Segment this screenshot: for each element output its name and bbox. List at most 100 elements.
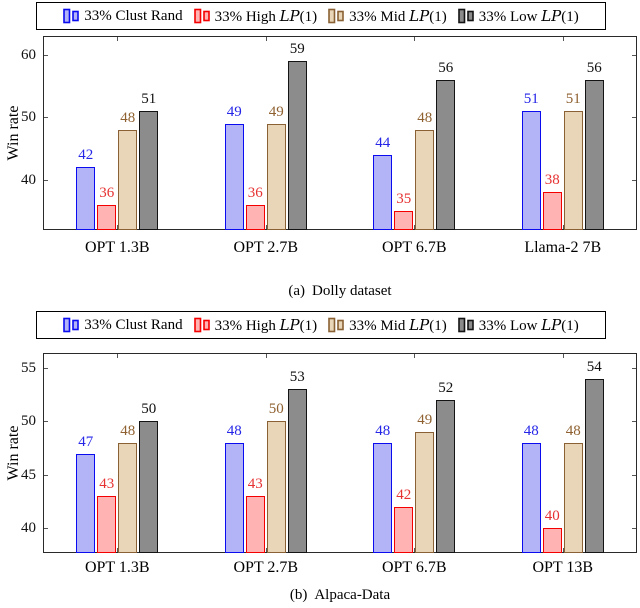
bar-value-label: 59 bbox=[289, 41, 305, 58]
bar-value-label: 43 bbox=[247, 476, 263, 493]
bar-value-label: 56 bbox=[438, 59, 454, 76]
bar bbox=[76, 453, 96, 553]
bar bbox=[584, 79, 604, 230]
bar bbox=[584, 378, 604, 553]
double-bar-swatch-icon bbox=[328, 317, 344, 333]
y-axis-tick bbox=[44, 54, 48, 56]
bar bbox=[97, 204, 117, 230]
legend-item: 33% Mid LP(1) bbox=[328, 7, 447, 26]
caption-index: (b) bbox=[289, 587, 308, 603]
y-axis-tick bbox=[44, 474, 48, 476]
y-axis-tick bbox=[632, 528, 636, 530]
bar-value-label: 40 bbox=[544, 508, 560, 525]
bar-value-label: 42 bbox=[396, 487, 412, 503]
bar-value-label: 49 bbox=[417, 412, 433, 429]
caption-text: Alpaca-Data bbox=[314, 587, 391, 603]
x-axis-tick bbox=[265, 225, 267, 229]
bar bbox=[415, 432, 435, 553]
bar-value-label: 48 bbox=[565, 422, 581, 439]
bar-value-label: 49 bbox=[268, 103, 284, 120]
legend-item: 33% Mid LP(1) bbox=[328, 316, 447, 335]
legend-item-label: 33% Mid LP(1) bbox=[349, 6, 447, 25]
bar bbox=[224, 123, 244, 230]
bar-value-label: 42 bbox=[78, 147, 94, 164]
bar-value-label: 48 bbox=[523, 422, 539, 439]
double-bar-swatch-icon bbox=[193, 317, 210, 333]
x-category-label: OPT 13B bbox=[532, 559, 594, 576]
y-axis-tick bbox=[632, 474, 636, 476]
bar-value-label: 51 bbox=[523, 91, 539, 108]
x-axis-tick bbox=[117, 354, 119, 358]
y-axis-tick bbox=[632, 179, 636, 181]
x-axis-tick bbox=[562, 225, 564, 229]
bar-value-label: 38 bbox=[544, 172, 560, 189]
bar-value-label: 52 bbox=[438, 380, 454, 397]
x-axis-tick bbox=[117, 225, 119, 229]
bar bbox=[394, 507, 414, 553]
bar bbox=[563, 111, 583, 230]
bar-value-label: 50 bbox=[268, 401, 284, 418]
bar-value-label: 49 bbox=[226, 103, 242, 120]
double-bar-swatch-icon bbox=[457, 317, 474, 333]
bar bbox=[373, 154, 393, 230]
x-category-label: OPT 2.7B bbox=[233, 239, 299, 256]
y-axis-tick bbox=[632, 117, 636, 119]
bar-value-label: 54 bbox=[586, 358, 602, 375]
legend-item: 33% High LP(1) bbox=[193, 315, 318, 335]
x-axis-tick bbox=[414, 548, 416, 552]
y-axis-tick bbox=[44, 421, 48, 423]
y-axis-tick bbox=[44, 528, 48, 530]
x-axis-tick bbox=[117, 37, 119, 41]
legend-item: 33% High LP(1) bbox=[193, 6, 318, 26]
bar bbox=[139, 421, 159, 553]
legend-item-label: 33% Clust Rand bbox=[84, 316, 183, 333]
bar-value-label: 48 bbox=[226, 422, 242, 439]
bar-value-label: 44 bbox=[375, 134, 391, 151]
bar-value-label: 43 bbox=[99, 476, 115, 493]
x-category-label: OPT 6.7B bbox=[381, 239, 447, 256]
bar bbox=[245, 496, 265, 553]
bar bbox=[436, 79, 456, 230]
x-axis-tick bbox=[117, 548, 119, 552]
x-category-label: OPT 1.3B bbox=[84, 559, 150, 576]
x-category-label: OPT 6.7B bbox=[381, 559, 447, 576]
bar bbox=[415, 129, 435, 230]
legend-item: 33% Low LP(1) bbox=[457, 316, 579, 335]
double-bar-swatch-icon bbox=[63, 317, 80, 333]
bar-value-label: 36 bbox=[99, 184, 115, 201]
x-category-label: OPT 2.7B bbox=[233, 559, 299, 576]
legend-item: 33% Clust Rand bbox=[63, 316, 183, 334]
legend-box-alpaca: 33% Clust Rand 33% High LP(1) 33% Mid LP(1… bbox=[36, 311, 606, 339]
y-axis-tick bbox=[632, 421, 636, 423]
bar bbox=[245, 204, 265, 230]
x-category-label: OPT 1.3B bbox=[84, 239, 150, 256]
double-bar-swatch-icon bbox=[457, 8, 474, 24]
x-axis-tick bbox=[414, 225, 416, 229]
bar bbox=[266, 123, 286, 230]
bar bbox=[563, 442, 583, 553]
bar-value-label: 56 bbox=[586, 59, 602, 76]
bar bbox=[76, 167, 96, 230]
bar bbox=[118, 442, 138, 553]
y-axis-tick-label: 50 bbox=[21, 109, 36, 126]
y-axis-tick-label: 45 bbox=[21, 466, 36, 483]
bar-value-label: 47 bbox=[78, 433, 94, 450]
caption-index: (a) bbox=[288, 283, 306, 299]
legend-item-label: 33% High LP(1) bbox=[214, 315, 318, 334]
x-axis-tick bbox=[414, 354, 416, 358]
bar bbox=[266, 421, 286, 553]
bar-value-label: 48 bbox=[120, 422, 136, 439]
bar bbox=[373, 442, 393, 553]
bar bbox=[394, 211, 414, 230]
bar-value-label: 48 bbox=[375, 422, 391, 439]
bar-value-label: 53 bbox=[289, 369, 305, 386]
caption-text: Dolly dataset bbox=[312, 283, 392, 299]
legend-item: 33% Clust Rand bbox=[63, 8, 183, 25]
y-axis-tick-label: 55 bbox=[21, 359, 36, 376]
bar bbox=[287, 61, 307, 230]
bar bbox=[287, 389, 307, 553]
double-bar-swatch-icon bbox=[63, 8, 80, 24]
legend-item-label: 33% High LP(1) bbox=[214, 6, 318, 25]
